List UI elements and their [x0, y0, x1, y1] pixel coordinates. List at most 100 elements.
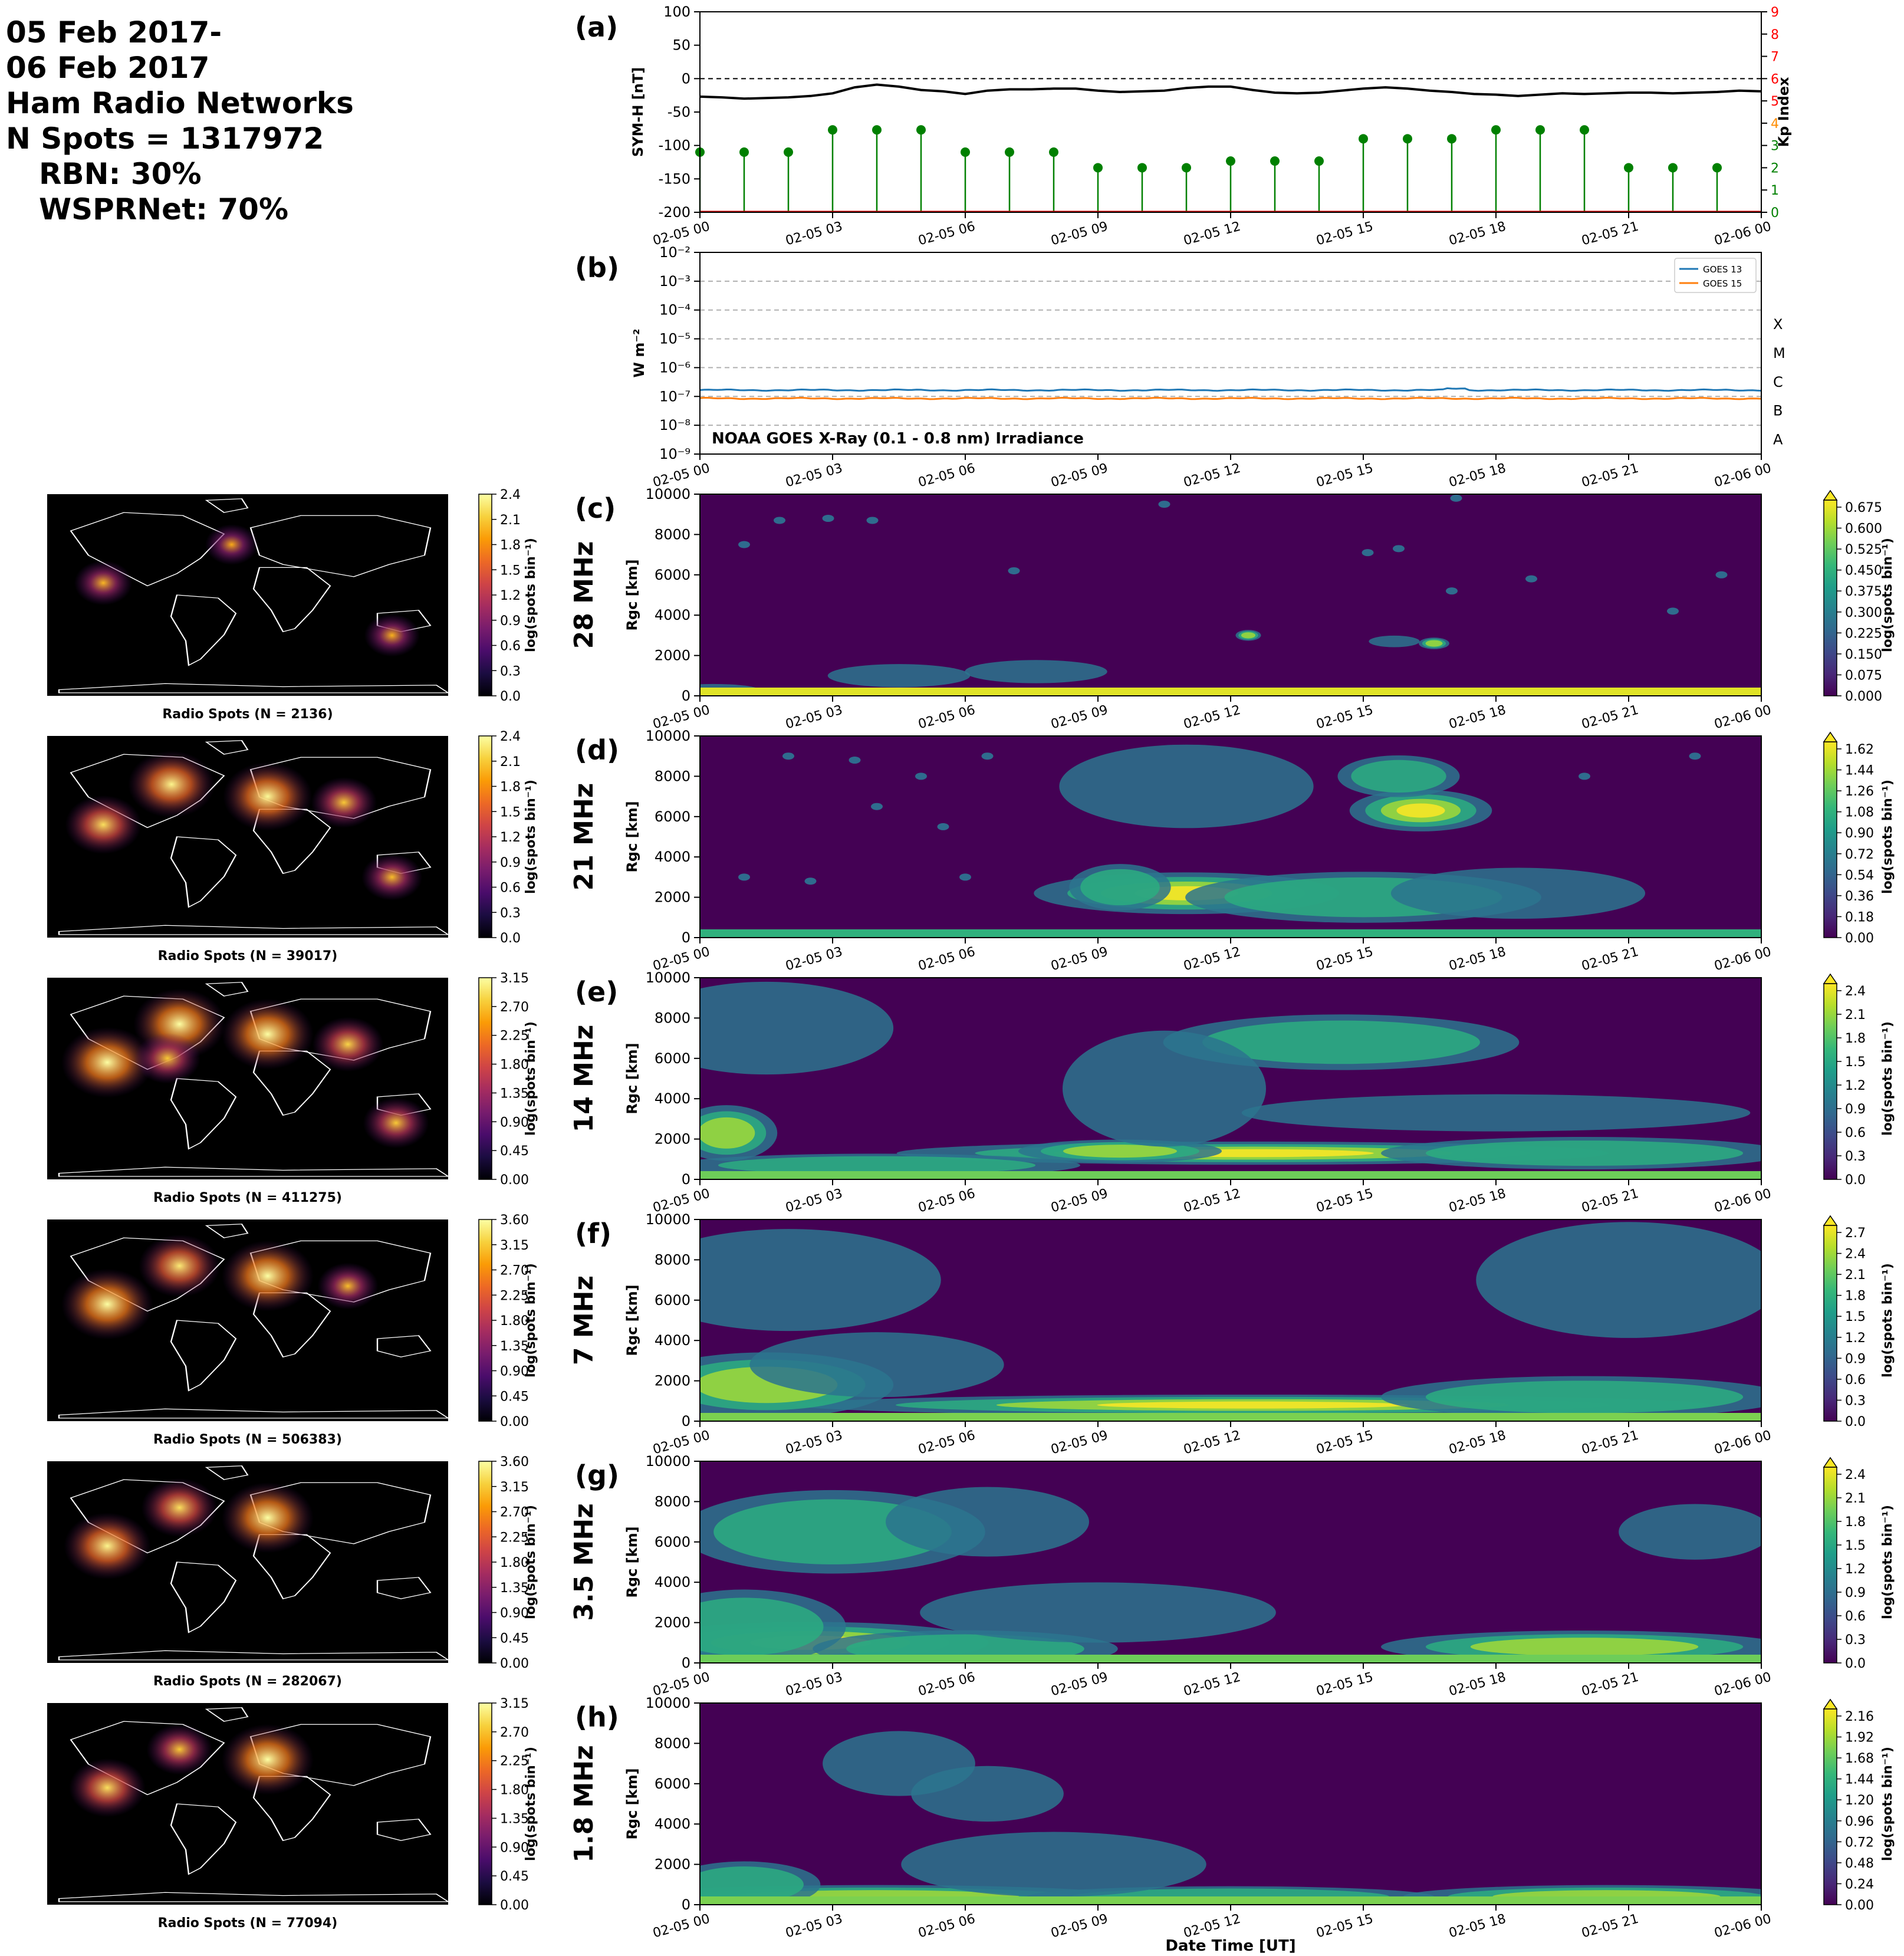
colorbar-tick-label: 1.5: [1845, 1310, 1866, 1324]
y-tick-label: 10⁻⁶: [659, 359, 690, 376]
band-label: 7 MHz: [569, 1275, 599, 1365]
x-tick-label: 02-06 00: [1713, 219, 1773, 249]
kp-marker: [1624, 163, 1633, 173]
x-tick-label: 02-05 09: [1050, 1428, 1110, 1458]
colorbar-tick-label: 0.600: [1845, 522, 1882, 537]
x-tick-label: 02-05 03: [784, 461, 844, 491]
continent-outline: [170, 1561, 237, 1633]
map-colorbar-label: log(spots bin⁻¹): [524, 538, 538, 652]
y-tick-label: 10000: [646, 1211, 690, 1228]
colorbar-tick-label: 0.72: [1845, 847, 1874, 862]
heatmap-cell: [1080, 869, 1160, 906]
y2-tick-label: 0: [1771, 206, 1779, 221]
spot-density-hotspot: [139, 1234, 221, 1297]
world-map: [47, 1219, 450, 1421]
colorbar-tick-label: 0.18: [1845, 910, 1874, 925]
colorbar: [1823, 499, 1837, 696]
row-1.8mhz: Radio Spots (N = 77094) 3.15 2.70 2.25 1.80 1…: [47, 1695, 1895, 1941]
y-tick-label: -50: [667, 104, 690, 120]
panel-annotation: NOAA GOES X-Ray (0.1 - 0.8 nm) Irradianc…: [712, 430, 1084, 448]
heatmap-content: [700, 1703, 1761, 1905]
y2-tick-label: 9: [1771, 5, 1779, 20]
y-tick-label: 8000: [655, 1735, 690, 1751]
continent-outline: [58, 925, 450, 935]
header-date-end: 06 Feb 2017: [6, 51, 209, 85]
band-label: 1.8 MHz: [569, 1745, 599, 1862]
x-axis-label: Date Time [UT]: [1165, 1937, 1295, 1955]
map-colorbar: [478, 1702, 492, 1905]
heatmap-cell: [1351, 760, 1446, 793]
flare-class-label: C: [1773, 374, 1783, 390]
kp-marker: [1182, 163, 1191, 173]
kp-marker: [1535, 125, 1545, 135]
colorbar-extend-arrow: [1823, 1457, 1838, 1468]
map-colorbar-tick-label: 0.00: [500, 1173, 529, 1188]
kp-marker: [1403, 134, 1412, 144]
spot-density-hotspot: [128, 751, 215, 818]
kp-marker: [961, 147, 970, 157]
colorbar-tick-label: 1.8: [1845, 1031, 1866, 1046]
x-tick-label: 02-05 09: [1050, 945, 1110, 974]
heatmap-cell: [700, 1117, 755, 1149]
spot-density-hotspot: [69, 1758, 146, 1817]
y-tick-label: 4000: [655, 849, 690, 865]
heatmap-speck: [774, 517, 785, 524]
heatmap-cell: [1470, 1638, 1699, 1656]
y-tick-label: 4000: [655, 1816, 690, 1832]
y-axis-label: Rgc [km]: [624, 801, 640, 872]
y-axis-label: Rgc [km]: [624, 559, 640, 630]
colorbar-tick-label: 2.1: [1845, 1491, 1866, 1506]
map-colorbar-tick-label: 1.80: [500, 1556, 529, 1570]
y2-axis-label: Kp Index: [1775, 77, 1792, 147]
kp-marker: [828, 125, 837, 135]
continent-outline: [376, 1335, 432, 1357]
map-colorbar-tick-label: 3.60: [500, 1213, 529, 1228]
y-tick-label: 6000: [655, 808, 690, 825]
heatmap-speck: [849, 757, 861, 764]
map-colorbar-tick-label: 1.8: [500, 780, 521, 795]
colorbar-tick-label: 1.20: [1845, 1793, 1874, 1808]
x-tick-label: 02-06 00: [1713, 1670, 1773, 1699]
goes-series-line: [699, 387, 1762, 392]
y-tick-label: 0: [682, 688, 690, 704]
heatmap-content: [700, 1461, 1761, 1663]
y-tick-label: 10000: [646, 728, 690, 744]
row-28mhz: Radio Spots (N = 2136) 2.4 2.1 1.8 1.5 1.2 0.9…: [47, 486, 1895, 732]
continent-outline: [58, 1166, 450, 1177]
x-tick-label: 02-06 00: [1713, 1912, 1773, 1941]
colorbar-tick-label: 0.00: [1845, 1898, 1874, 1913]
colorbar-extend-arrow: [1823, 1698, 1838, 1710]
y-tick-label: 10000: [646, 486, 690, 502]
heatmap-cell: [700, 981, 894, 1075]
spot-density-hotspot: [222, 1240, 314, 1311]
map-colorbar-tick-label: 1.35: [500, 1812, 529, 1826]
x-tick-label: 02-05 06: [917, 703, 977, 732]
map-colorbar-tick-label: 0.90: [500, 1840, 529, 1855]
x-tick-label: 02-05 12: [1182, 945, 1242, 974]
colorbar-tick-label: 2.16: [1845, 1710, 1874, 1724]
axes-frame: [699, 252, 1762, 455]
world-map: [47, 736, 450, 938]
y-axis-label: Rgc [km]: [624, 1043, 640, 1114]
heatmap-cell: [1619, 1504, 1761, 1560]
heatmap-cell: [700, 1866, 804, 1903]
map-colorbar-tick-label: 2.25: [500, 1029, 529, 1044]
x-tick-label: 02-05 09: [1050, 1186, 1110, 1216]
colorbar-tick-label: 1.8: [1845, 1515, 1866, 1530]
colorbar-tick-label: 0.3: [1845, 1149, 1866, 1164]
colorbar-tick-label: 0.36: [1845, 889, 1874, 904]
heatmap-cell: [1476, 1222, 1761, 1338]
map-colorbar-tick-label: 0.00: [500, 1656, 529, 1671]
map-colorbar-label: log(spots bin⁻¹): [524, 1505, 538, 1619]
x-tick-label: 02-05 18: [1448, 1912, 1508, 1941]
continent-outline: [170, 594, 237, 666]
colorbar: [1823, 1467, 1837, 1664]
y-tick-label: 8000: [655, 768, 690, 784]
colorbar-tick-label: 0.48: [1845, 1856, 1874, 1871]
heatmap-speck: [738, 873, 750, 881]
